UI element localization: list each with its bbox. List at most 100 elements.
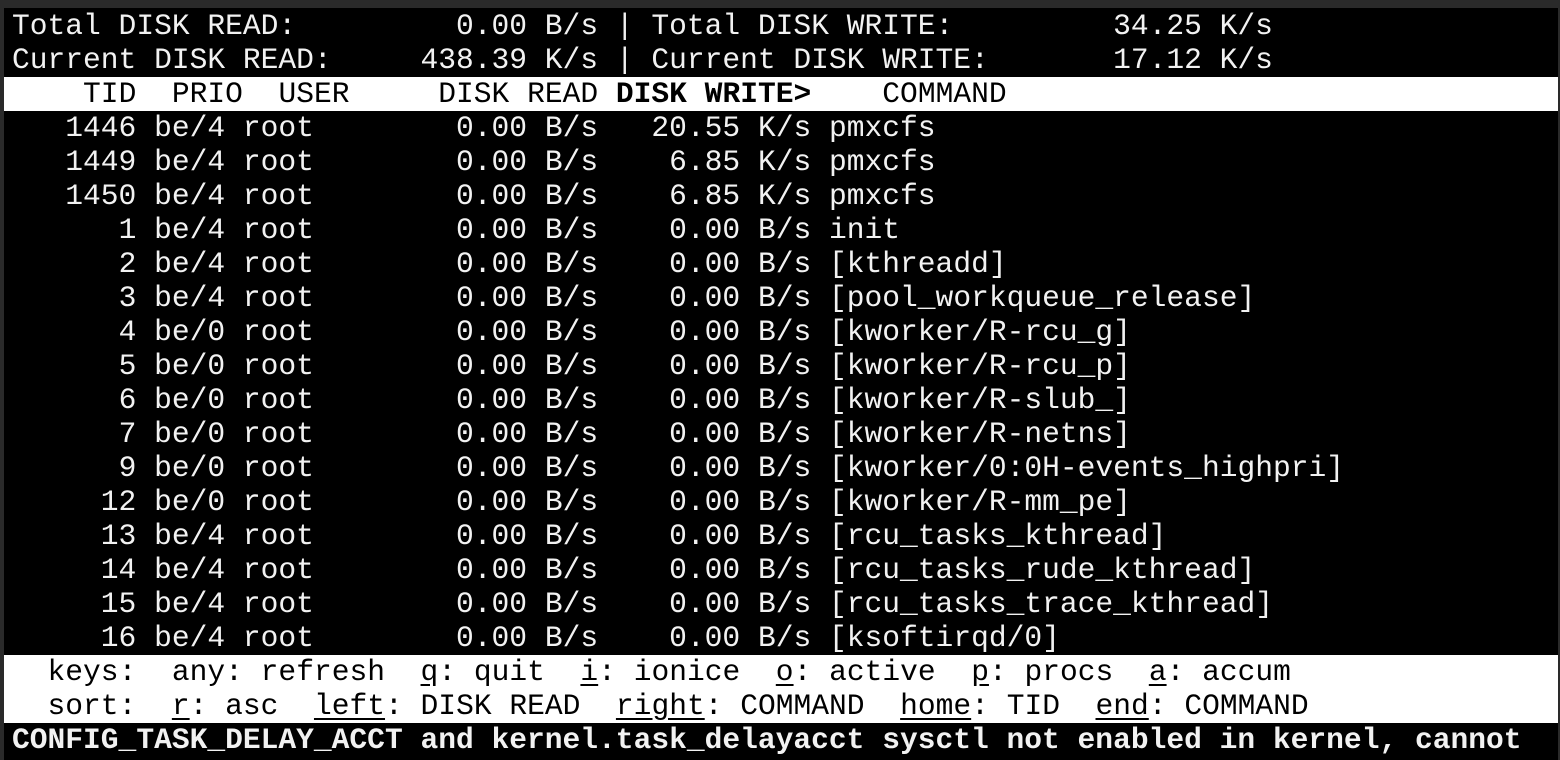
user: root [242,587,314,621]
process-row[interactable]: 1446 be/4 root 0.00 B/s 20.55 K/s pmxcfs [4,111,1558,145]
user: root [242,621,314,655]
user: root [242,485,314,519]
tid: 2 [118,247,137,281]
disk-read: 0.00 B/s [456,247,599,281]
user: root [242,553,314,587]
tid: 7 [118,417,137,451]
key-action: asc [225,689,279,723]
tid: 15 [100,587,137,621]
disk-read: 0.00 B/s [456,621,599,655]
key-a[interactable]: a [1148,655,1167,689]
user: root [242,179,314,213]
disk-write: 0.00 B/s [669,451,812,485]
process-row[interactable]: 15 be/4 root 0.00 B/s 0.00 B/s [rcu_task… [4,587,1558,621]
tid: 5 [118,349,137,383]
disk-read: 0.00 B/s [456,451,599,485]
process-row[interactable]: 1 be/4 root 0.00 B/s 0.00 B/s init [4,213,1558,247]
disk-write: 6.85 K/s [669,145,812,179]
tid: 1450 [65,179,137,213]
key-o[interactable]: o [775,655,794,689]
col-user[interactable]: USER [278,77,350,111]
command: init [829,213,901,247]
col-tid[interactable]: TID [83,77,137,111]
command: [ksoftirqd/0] [829,621,1060,655]
key-home[interactable]: home [900,689,972,723]
disk-read: 0.00 B/s [456,485,599,519]
prio: be/0 [154,315,226,349]
process-row[interactable]: 1450 be/4 root 0.00 B/s 6.85 K/s pmxcfs [4,179,1558,213]
disk-read: 0.00 B/s [456,315,599,349]
key-q[interactable]: q [420,655,439,689]
disk-write: 0.00 B/s [669,587,812,621]
key-end[interactable]: end [1095,689,1149,723]
key-left[interactable]: left [313,689,386,723]
command: [kworker/R-netns] [829,417,1131,451]
prio: be/0 [154,485,226,519]
iotop-terminal[interactable]: Total DISK READ: 0.00 B/s | Total DISK W… [4,8,1558,760]
prio: be/4 [154,519,226,553]
total-io-line: Total DISK READ: 0.00 B/s | Total DISK W… [12,9,1273,43]
process-row[interactable]: 14 be/4 root 0.00 B/s 0.00 B/s [rcu_task… [4,553,1558,587]
col-disk-read[interactable]: DISK READ [438,77,599,111]
user: root [242,111,314,145]
help-label: sort: [47,689,137,723]
disk-read: 0.00 B/s [456,519,599,553]
key-action: ionice [633,655,741,689]
disk-write: 0.00 B/s [669,213,812,247]
key-p[interactable]: p [971,655,989,689]
disk-write: 6.85 K/s [669,179,812,213]
command: [kworker/R-rcu_g] [829,315,1131,349]
key-r[interactable]: r [171,689,190,723]
process-row[interactable]: 5 be/0 root 0.00 B/s 0.00 B/s [kworker/R… [4,349,1558,383]
disk-read: 0.00 B/s [456,553,599,587]
current-read-value: 438.39 K/s [420,43,599,77]
key-any[interactable]: any [171,655,226,689]
disk-read: 0.00 B/s [456,213,599,247]
command: [pool_workqueue_release] [829,281,1256,315]
prio: be/4 [154,247,226,281]
user: root [242,145,314,179]
user: root [242,281,314,315]
process-row[interactable]: 1449 be/4 root 0.00 B/s 6.85 K/s pmxcfs [4,145,1558,179]
process-row[interactable]: 12 be/0 root 0.00 B/s 0.00 B/s [kworker/… [4,485,1558,519]
process-row[interactable]: 13 be/4 root 0.00 B/s 0.00 B/s [rcu_task… [4,519,1558,553]
command: [kthreadd] [829,247,1007,281]
current-read-label: Current DISK READ: [12,43,332,77]
disk-write: 0.00 B/s [669,281,812,315]
disk-read: 0.00 B/s [456,281,599,315]
disk-write: 0.00 B/s [669,417,812,451]
col-disk-write-sorted[interactable]: DISK WRITE> [615,77,812,111]
col-command[interactable]: COMMAND [882,77,1007,111]
command: [kworker/R-rcu_p] [829,349,1131,383]
disk-write: 0.00 B/s [669,485,812,519]
command: [kworker/0:0H-events_highpri] [829,451,1345,485]
process-row[interactable]: 3 be/4 root 0.00 B/s 0.00 B/s [pool_work… [4,281,1558,315]
col-prio[interactable]: PRIO [171,77,243,111]
user: root [242,315,314,349]
tid: 1449 [65,145,137,179]
prio: be/0 [154,417,226,451]
prio: be/0 [154,383,226,417]
tid: 14 [100,553,137,587]
current-write-label: Current DISK WRITE: [651,43,989,77]
process-row[interactable]: 7 be/0 root 0.00 B/s 0.00 B/s [kworker/R… [4,417,1558,451]
tid: 1446 [65,111,137,145]
process-row[interactable]: 9 be/0 root 0.00 B/s 0.00 B/s [kworker/0… [4,451,1558,485]
disk-write: 0.00 B/s [669,621,812,655]
disk-write: 0.00 B/s [669,383,812,417]
process-row[interactable]: 6 be/0 root 0.00 B/s 0.00 B/s [kworker/R… [4,383,1558,417]
user: root [242,519,314,553]
user: root [242,247,314,281]
command: pmxcfs [829,111,936,145]
key-action: accum [1202,655,1291,689]
tid: 6 [118,383,137,417]
current-io-line: Current DISK READ: 438.39 K/s | Current … [12,43,1273,77]
process-row[interactable]: 4 be/0 root 0.00 B/s 0.00 B/s [kworker/R… [4,315,1558,349]
key-i[interactable]: i [580,655,599,689]
process-row[interactable]: 2 be/4 root 0.00 B/s 0.00 B/s [kthreadd] [4,247,1558,281]
tid: 3 [118,281,137,315]
tid: 16 [100,621,137,655]
prio: be/4 [154,281,226,315]
key-right[interactable]: right [615,689,705,723]
process-row[interactable]: 16 be/4 root 0.00 B/s 0.00 B/s [ksoftirq… [4,621,1558,655]
